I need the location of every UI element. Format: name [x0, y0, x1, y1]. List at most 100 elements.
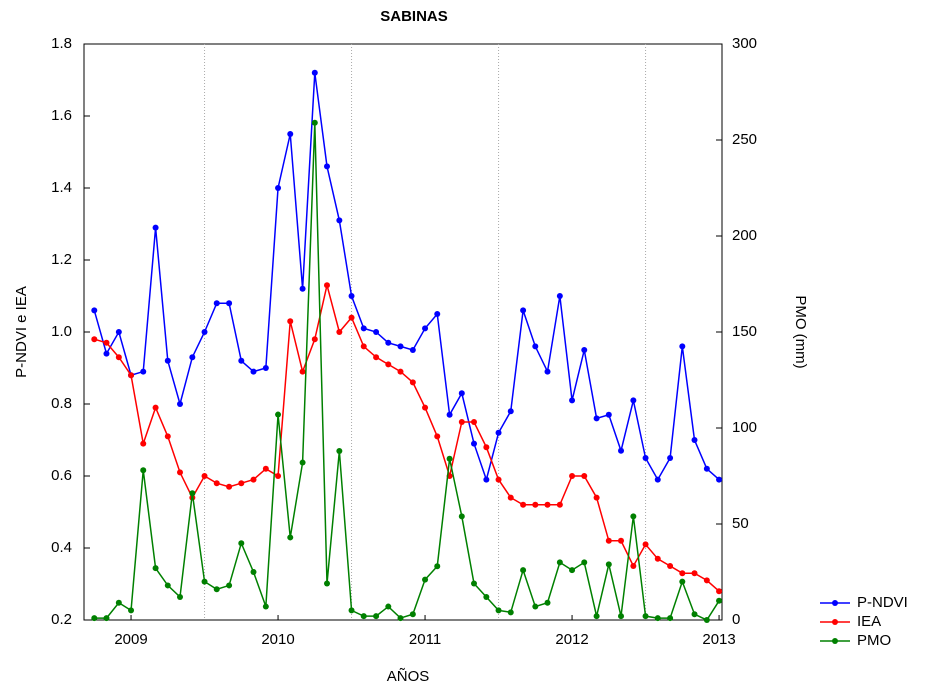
data-point [593, 415, 600, 422]
data-point [323, 282, 330, 289]
data-point [385, 339, 392, 346]
legend-marker [832, 600, 838, 606]
y-tick-label: 1.4 [51, 179, 72, 196]
data-point [581, 473, 588, 479]
data-point [348, 314, 355, 321]
data-point [262, 365, 269, 371]
data-point [654, 476, 661, 483]
data-point [176, 469, 183, 476]
y-tick-label: 1.0 [51, 323, 72, 340]
y-tick-label: 1.2 [51, 251, 72, 268]
data-point [360, 325, 367, 332]
data-point [458, 390, 465, 397]
data-point [569, 567, 576, 574]
data-point [458, 513, 465, 520]
data-point [103, 339, 110, 346]
legend-label: P-NDVI [857, 594, 908, 611]
data-point [152, 565, 159, 572]
series-line [94, 122, 720, 621]
y2-tick-label: 300 [732, 35, 757, 52]
data-point [373, 613, 380, 620]
data-point [152, 224, 159, 231]
data-point [250, 476, 257, 483]
data-point [115, 354, 122, 361]
data-point [667, 563, 674, 569]
data-point [532, 343, 539, 350]
data-point [495, 429, 502, 436]
data-point [226, 582, 233, 589]
data-point [434, 433, 441, 440]
data-point [495, 607, 502, 614]
data-point [323, 163, 330, 170]
data-point [91, 307, 98, 314]
data-point [189, 354, 196, 361]
x-tick-label: 2012 [555, 631, 588, 648]
data-point [176, 401, 183, 407]
data-point [471, 440, 478, 447]
data-point [581, 347, 588, 353]
data-point [397, 615, 404, 622]
data-point [385, 361, 392, 368]
y2-tick-label: 150 [732, 323, 757, 340]
data-point [593, 613, 600, 620]
data-point [569, 473, 576, 479]
data-point [422, 325, 429, 332]
data-point [532, 501, 539, 508]
data-point [262, 603, 269, 610]
data-point [348, 607, 355, 614]
data-point [91, 615, 98, 622]
data-point [299, 285, 306, 292]
data-point [471, 580, 478, 587]
data-point [716, 588, 723, 595]
data-point [605, 561, 612, 568]
data-point [667, 455, 674, 461]
y-tick-label: 0.8 [51, 395, 72, 412]
data-point [409, 611, 416, 618]
data-point [323, 580, 330, 587]
data-point [201, 473, 208, 479]
data-point [176, 593, 183, 600]
data-point [544, 368, 551, 375]
data-point [642, 613, 649, 620]
data-point [311, 119, 318, 126]
data-point [630, 513, 637, 520]
data-point [618, 537, 625, 544]
data-point [226, 300, 233, 307]
data-point [716, 597, 723, 604]
data-point [201, 329, 208, 335]
y2-tick-label: 250 [732, 131, 757, 148]
y2-tick-label: 0 [732, 611, 740, 628]
data-point [703, 577, 710, 584]
legend-label: PMO [857, 632, 891, 649]
data-point [556, 501, 563, 508]
data-point [287, 318, 294, 325]
data-point [336, 329, 343, 335]
series-line [94, 285, 720, 592]
data-point [483, 476, 490, 483]
data-point [128, 372, 135, 379]
data-point [238, 357, 245, 364]
data-point [311, 336, 318, 343]
data-point [140, 440, 147, 447]
data-point [422, 576, 429, 583]
data-point [275, 411, 282, 418]
data-point [618, 613, 625, 620]
data-point [679, 578, 686, 585]
data-point [397, 368, 404, 375]
data-point [213, 480, 220, 487]
data-point [164, 433, 171, 440]
data-point [483, 593, 490, 600]
data-point [495, 476, 502, 483]
data-point [507, 494, 514, 501]
data-point [507, 408, 514, 415]
data-point [520, 307, 527, 314]
data-point [385, 603, 392, 610]
data-point [140, 368, 147, 375]
data-point [103, 350, 110, 357]
x-tick-label: 2009 [114, 631, 147, 648]
data-point [128, 607, 135, 614]
data-point [226, 483, 233, 490]
legend-marker [832, 619, 838, 625]
data-point [115, 599, 122, 606]
data-point [115, 329, 122, 335]
